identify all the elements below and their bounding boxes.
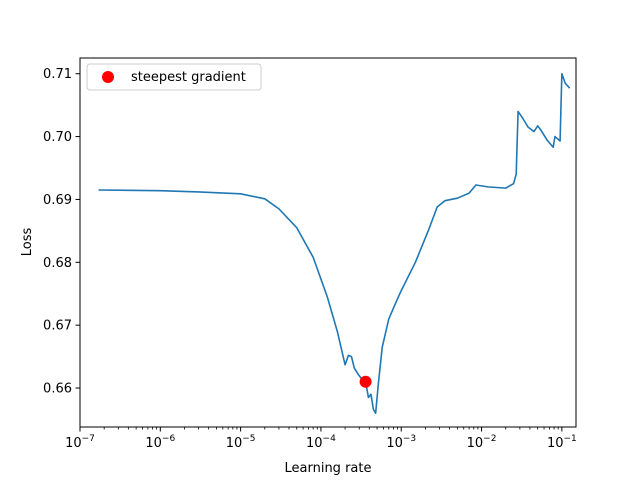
plot-frame xyxy=(79,57,577,428)
series-line xyxy=(98,72,571,414)
legend-label: steepest gradient xyxy=(131,70,246,85)
steepest-gradient-point xyxy=(359,375,372,388)
x-axis-label: Learning rate xyxy=(285,461,372,476)
y-tick-label: 0.69 xyxy=(43,193,72,208)
y-tick-label: 0.67 xyxy=(43,319,72,334)
y-tick-label: 0.70 xyxy=(43,130,72,145)
legend-marker xyxy=(102,71,114,83)
y-axis-label: Loss xyxy=(20,228,35,257)
legend-box xyxy=(86,63,262,91)
legend: steepest gradient xyxy=(86,63,262,91)
y-tick-label: 0.71 xyxy=(43,67,72,82)
plot-area xyxy=(98,72,571,414)
y-axis: 0.66 0.67 0.68 0.69 0.70 0.71 xyxy=(43,67,80,397)
y-tick-label: 0.66 xyxy=(43,382,72,397)
y-tick-label: 0.68 xyxy=(43,256,72,271)
